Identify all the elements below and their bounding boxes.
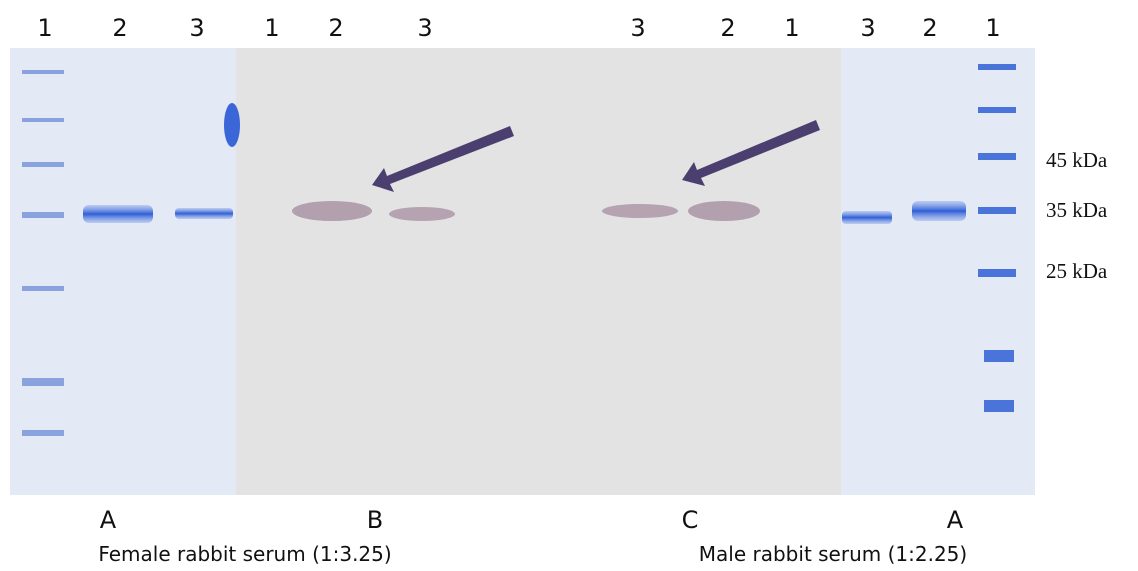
lane-label: 3 xyxy=(189,14,204,42)
band xyxy=(688,201,760,221)
band xyxy=(292,201,372,221)
lane-label: 1 xyxy=(264,14,279,42)
band xyxy=(912,201,966,221)
lane-label: 2 xyxy=(112,14,127,42)
lane-label: 3 xyxy=(417,14,432,42)
figure: 1 2 3 1 2 3 3 2 1 3 2 1 45 kDa 35 kDa 25 kDa A B C A Female… xyxy=(0,0,1138,571)
panel-label: B xyxy=(367,506,383,534)
panel-label: A xyxy=(947,506,964,534)
caption: Male rabbit serum (1:2.25) xyxy=(699,542,967,566)
lane-label: 1 xyxy=(784,14,799,42)
band xyxy=(389,207,455,221)
marker-label: 35 kDa xyxy=(1046,198,1108,222)
panel-label: A xyxy=(100,506,117,534)
band xyxy=(175,208,233,219)
lane-label: 1 xyxy=(985,14,1000,42)
smear xyxy=(224,103,240,147)
coomassie-gel-left xyxy=(10,48,236,495)
western-blot xyxy=(236,48,841,495)
lane-label: 3 xyxy=(630,14,645,42)
lane-label: 2 xyxy=(720,14,735,42)
caption: Female rabbit serum (1:3.25) xyxy=(98,542,391,566)
page: {"lane_labels": ["1", "2", "3", "1", "2"… xyxy=(0,0,1138,571)
band xyxy=(842,211,892,224)
band xyxy=(602,204,678,218)
marker-label: 25 kDa xyxy=(1046,259,1108,283)
band xyxy=(83,205,153,223)
lane-label: 1 xyxy=(37,14,52,42)
lane-label: 2 xyxy=(922,14,937,42)
marker-label: 45 kDa xyxy=(1046,148,1108,172)
lane-label: 2 xyxy=(328,14,343,42)
lane-label: 3 xyxy=(860,14,875,42)
gel xyxy=(10,48,1035,495)
panel-label: C xyxy=(682,506,699,534)
